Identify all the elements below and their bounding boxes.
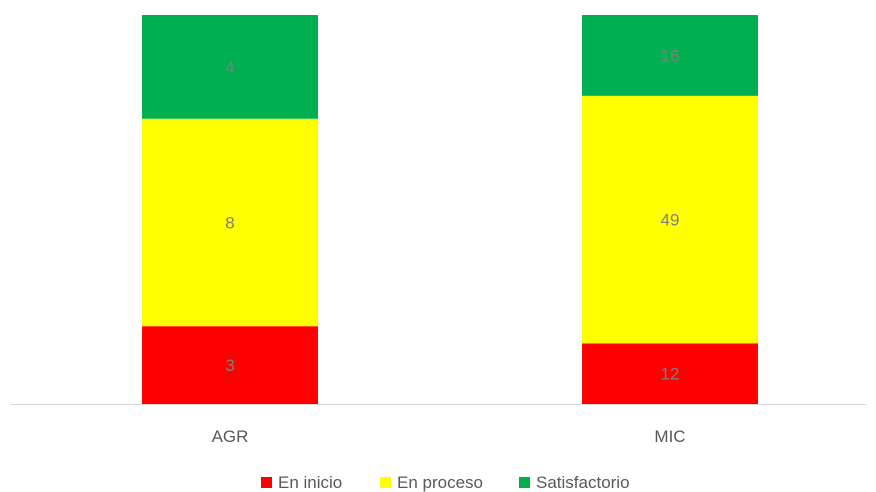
legend-swatch-en-proceso: [380, 477, 391, 488]
bar-segment-mic-satisfactorio: [582, 15, 758, 96]
bar-segment-agr-en-inicio: [142, 326, 318, 404]
legend-label-en-inicio: En inicio: [278, 473, 342, 492]
legend: En inicio En proceso Satisfactorio: [261, 473, 630, 492]
legend-item-en-proceso: En proceso: [380, 473, 483, 492]
plot-area: 3 8 4 12 49 16: [142, 15, 758, 404]
category-axis-labels: AGR MIC: [212, 427, 686, 446]
bar-segment-agr-satisfactorio: [142, 15, 318, 119]
bar-segment-agr-en-proceso: [142, 118, 318, 327]
bar-mic: 12 49 16: [582, 15, 758, 404]
bar-segment-mic-en-inicio: [582, 343, 758, 404]
data-label-mic-en-inicio: 12: [661, 365, 680, 384]
legend-swatch-en-inicio: [261, 477, 272, 488]
bar-segment-mic-en-proceso: [582, 95, 758, 344]
legend-item-satisfactorio: Satisfactorio: [519, 473, 630, 492]
data-label-agr-satisfactorio: 4: [225, 58, 234, 77]
legend-swatch-satisfactorio: [519, 477, 530, 488]
data-label-agr-en-proceso: 8: [225, 213, 234, 232]
legend-item-en-inicio: En inicio: [261, 473, 342, 492]
legend-label-satisfactorio: Satisfactorio: [536, 473, 630, 492]
data-label-mic-en-proceso: 49: [661, 211, 680, 230]
bar-agr: 3 8 4: [142, 15, 318, 404]
data-label-mic-satisfactorio: 16: [661, 46, 680, 65]
data-label-agr-en-inicio: 3: [225, 356, 234, 375]
category-label-agr: AGR: [212, 427, 249, 446]
legend-label-en-proceso: En proceso: [397, 473, 483, 492]
category-label-mic: MIC: [654, 427, 685, 446]
